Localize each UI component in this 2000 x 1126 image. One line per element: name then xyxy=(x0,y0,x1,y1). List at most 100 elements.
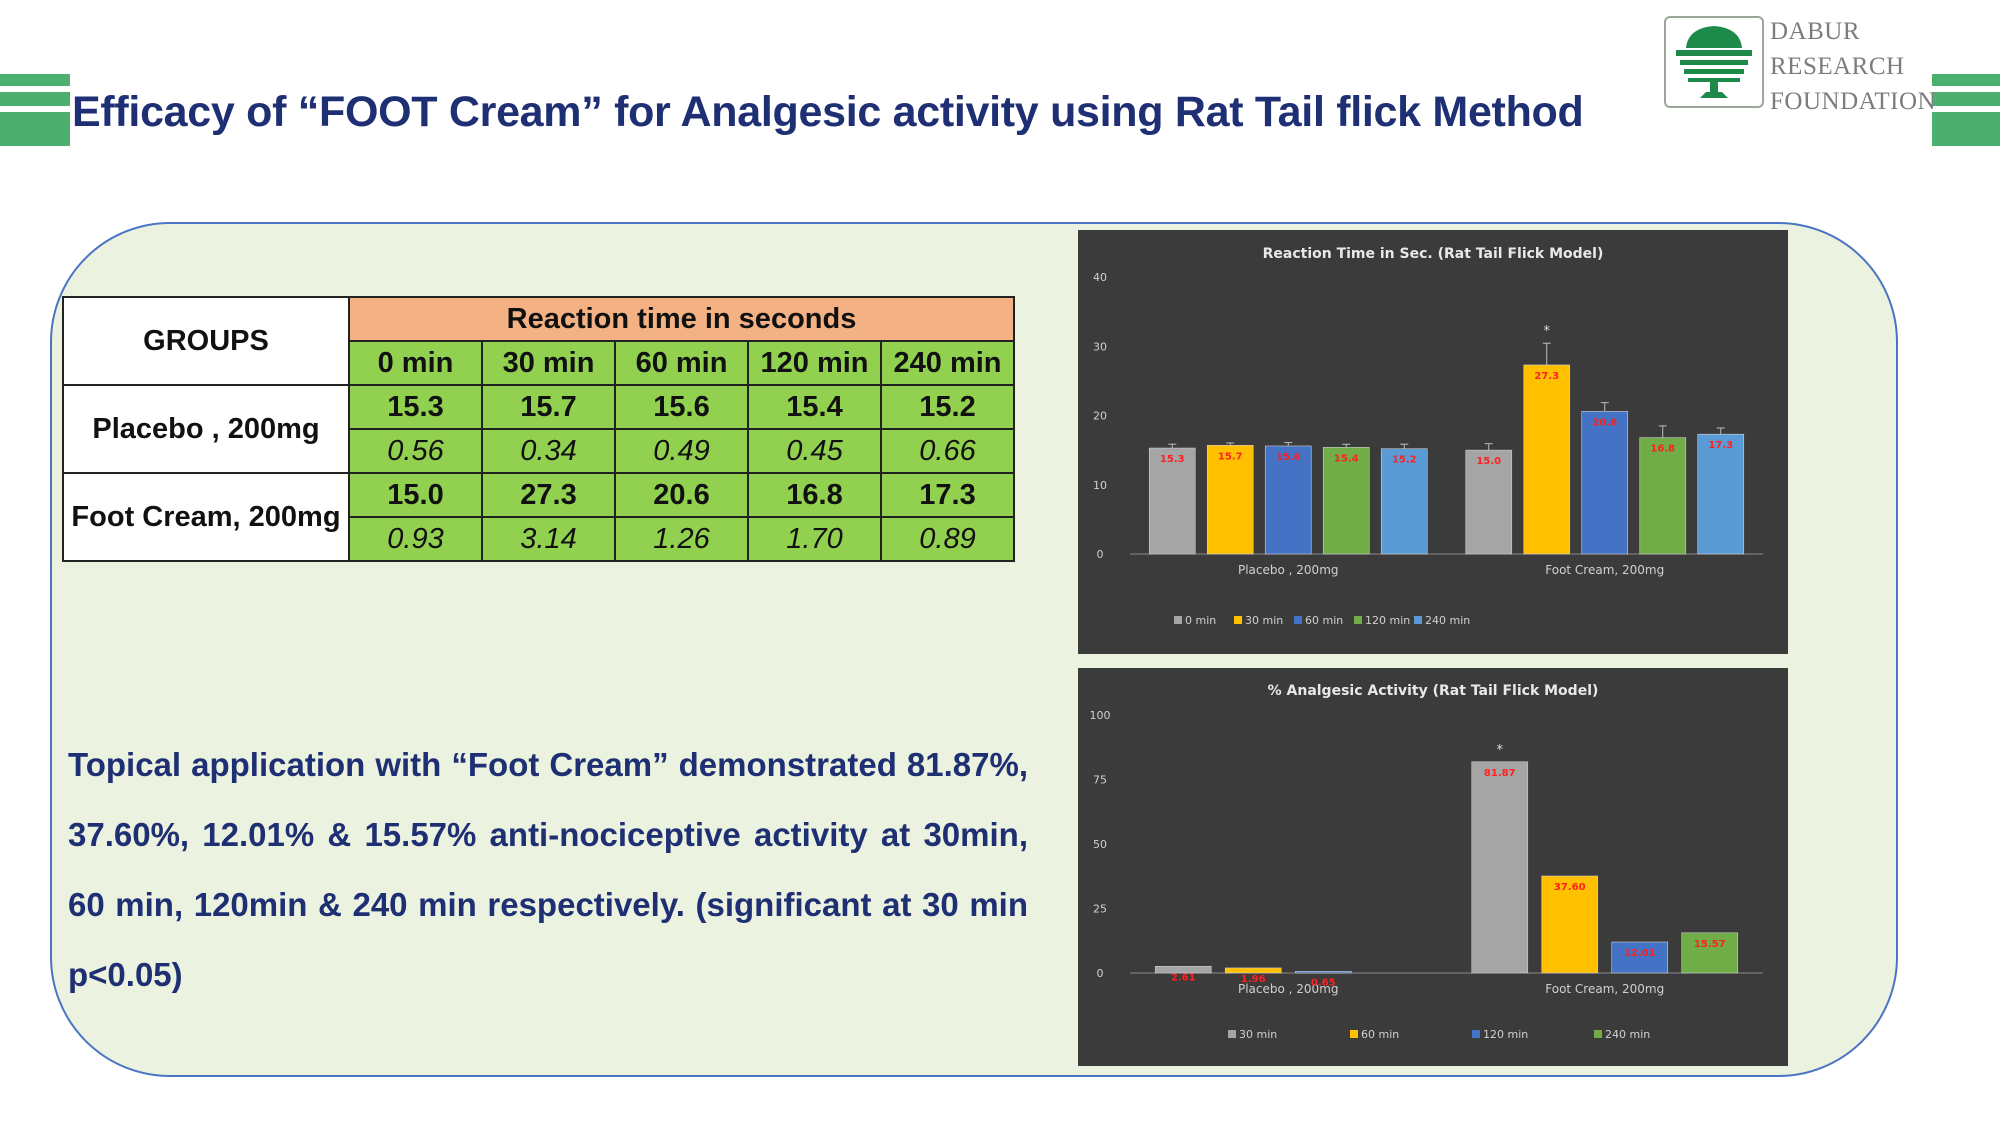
tree-logo-icon xyxy=(1664,16,1764,108)
legend-swatch xyxy=(1350,1030,1358,1038)
data-label: 15.6 xyxy=(1276,452,1301,463)
time-header: 120 min xyxy=(747,340,882,386)
data-label: 16.8 xyxy=(1650,444,1675,455)
mean-cell: 15.2 xyxy=(880,384,1015,430)
legend-label: 60 min xyxy=(1361,1028,1399,1041)
group-label: Foot Cream, 200mg xyxy=(62,472,350,562)
sd-cell: 0.66 xyxy=(880,428,1015,474)
legend-label: 120 min xyxy=(1483,1028,1528,1041)
legend-label: 240 min xyxy=(1425,614,1470,627)
legend-label: 30 min xyxy=(1239,1028,1277,1041)
data-label: 81.87 xyxy=(1484,768,1516,779)
left-stripe-middle xyxy=(0,92,70,106)
analgesic-activity-chart-svg: % Analgesic Activity (Rat Tail Flick Mod… xyxy=(1090,683,1763,1041)
y-tick-label: 0 xyxy=(1097,967,1104,980)
bar xyxy=(1154,965,1212,974)
legend-swatch xyxy=(1414,616,1422,624)
reaction-time-table: GROUPS Reaction time in seconds 0 min 30… xyxy=(62,296,1015,562)
bar xyxy=(1264,445,1312,555)
x-category-label: Placebo , 200mg xyxy=(1238,982,1339,996)
x-category-label: Foot Cream, 200mg xyxy=(1545,563,1664,577)
legend-swatch xyxy=(1174,616,1182,624)
legend-label: 240 min xyxy=(1605,1028,1650,1041)
data-label: 20.6 xyxy=(1592,417,1617,428)
time-header: 240 min xyxy=(880,340,1015,386)
right-stripe-top xyxy=(1932,74,2000,86)
sd-cell: 0.49 xyxy=(614,428,749,474)
data-label: 1.96 xyxy=(1241,974,1266,985)
bar xyxy=(1697,433,1745,555)
bar xyxy=(1465,449,1513,555)
mean-cell: 16.8 xyxy=(747,472,882,518)
page-title: Efficacy of “FOOT Cream” for Analgesic a… xyxy=(72,88,1584,136)
y-tick-label: 10 xyxy=(1093,479,1107,492)
data-label: 15.0 xyxy=(1476,456,1501,467)
table-row: 0.56 0.34 0.49 0.45 0.66 xyxy=(63,428,1015,474)
legend-swatch xyxy=(1228,1030,1236,1038)
data-label: 15.3 xyxy=(1160,454,1185,465)
data-label: 37.60 xyxy=(1554,882,1586,893)
bar xyxy=(1681,932,1739,974)
x-category-label: Placebo , 200mg xyxy=(1238,563,1339,577)
data-label: 27.3 xyxy=(1534,371,1559,382)
sd-cell: 0.34 xyxy=(481,428,616,474)
left-stripe-top xyxy=(0,74,70,86)
sd-cell: 0.89 xyxy=(880,516,1015,562)
dabur-logo: DABUR RESEARCH FOUNDATION xyxy=(1664,14,1936,115)
y-tick-label: 25 xyxy=(1093,903,1107,916)
significance-mark: * xyxy=(1497,743,1504,758)
sd-cell: 1.26 xyxy=(614,516,749,562)
bar xyxy=(1148,447,1196,555)
group-label: Placebo , 200mg xyxy=(62,384,350,474)
mean-cell: 17.3 xyxy=(880,472,1015,518)
table-row: Foot Cream, 200mg 15.0 27.3 20.6 16.8 17… xyxy=(62,472,1015,562)
bar xyxy=(1294,971,1352,974)
mean-cell: 15.6 xyxy=(614,384,749,430)
sd-cell: 0.45 xyxy=(747,428,882,474)
bar xyxy=(1541,875,1599,974)
left-stripe-bottom xyxy=(0,112,70,146)
bar xyxy=(1322,447,1370,555)
legend-label: 30 min xyxy=(1245,614,1283,627)
bar xyxy=(1581,411,1629,555)
legend-label: 120 min xyxy=(1365,614,1410,627)
bar xyxy=(1523,364,1571,555)
y-tick-label: 30 xyxy=(1093,340,1107,353)
bar xyxy=(1639,437,1687,555)
legend-swatch xyxy=(1294,616,1302,624)
chart-title: % Analgesic Activity (Rat Tail Flick Mod… xyxy=(1268,683,1599,699)
right-stripe-middle xyxy=(1932,92,2000,106)
legend-swatch xyxy=(1472,1030,1480,1038)
legend-label: 0 min xyxy=(1185,614,1216,627)
legend-swatch xyxy=(1594,1030,1602,1038)
mean-cell: 15.4 xyxy=(747,384,882,430)
bar xyxy=(1471,761,1529,974)
y-tick-label: 75 xyxy=(1093,774,1107,787)
data-label: 12.01 xyxy=(1624,948,1656,959)
y-tick-label: 40 xyxy=(1093,271,1107,284)
data-label: 15.7 xyxy=(1218,451,1243,462)
data-label: 2.61 xyxy=(1171,972,1196,983)
bar xyxy=(1224,967,1282,974)
data-label: 17.3 xyxy=(1708,440,1733,451)
analgesic-activity-chart: % Analgesic Activity (Rat Tail Flick Mod… xyxy=(1078,668,1788,1066)
bar xyxy=(1611,941,1669,974)
legend-label: 60 min xyxy=(1305,614,1343,627)
x-category-label: Foot Cream, 200mg xyxy=(1545,982,1664,996)
sd-cell: 3.14 xyxy=(481,516,616,562)
mean-cell: 15.3 xyxy=(348,384,483,430)
time-header: 0 min xyxy=(348,340,483,386)
mean-cell: 15.7 xyxy=(481,384,616,430)
table-row: 0.93 3.14 1.26 1.70 0.89 xyxy=(63,516,1015,562)
time-header: 30 min xyxy=(481,340,616,386)
right-stripe-bottom xyxy=(1932,112,2000,146)
data-label: 0.65 xyxy=(1311,977,1336,988)
y-tick-label: 100 xyxy=(1090,709,1111,722)
conclusion-text: Topical application with “Foot Cream” de… xyxy=(68,746,1028,993)
reaction-time-chart: Reaction Time in Sec. (Rat Tail Flick Mo… xyxy=(1078,230,1788,654)
mean-cell: 15.0 xyxy=(348,472,483,518)
data-label: 15.2 xyxy=(1392,455,1417,466)
sd-cell: 0.93 xyxy=(348,516,483,562)
time-header: 60 min xyxy=(614,340,749,386)
significance-mark: * xyxy=(1544,324,1551,339)
